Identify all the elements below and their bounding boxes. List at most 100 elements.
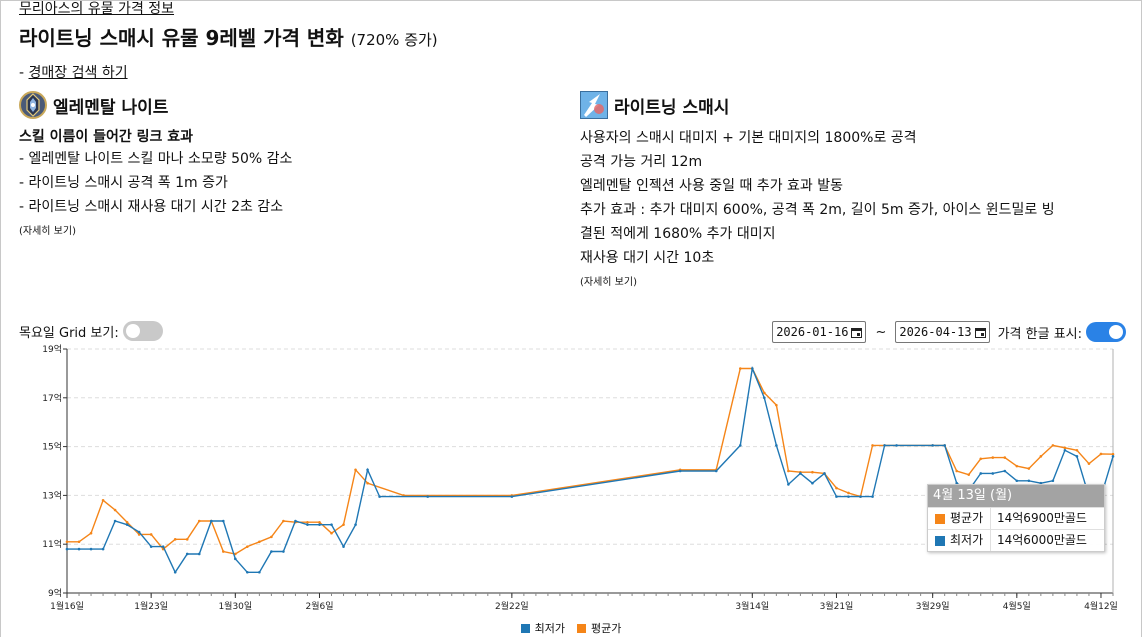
data-point-avg xyxy=(342,523,345,526)
data-point-avg xyxy=(185,538,189,541)
y-tick-label: 11억 xyxy=(42,538,62,550)
data-point-avg xyxy=(991,456,995,459)
data-point-avg xyxy=(366,481,369,485)
data-point-min xyxy=(1063,448,1067,452)
skill-desc-line-1: 사용자의 스매시 대미지 + 기본 대미지의 1800%로 공격 xyxy=(580,130,917,146)
data-point-avg xyxy=(1111,452,1115,456)
link-effect-title: 스킬 이름이 들어간 링크 효과 xyxy=(19,129,194,145)
page-title-text: 라이트닝 스매시 유물 9레벨 가격 변화 xyxy=(19,26,344,50)
data-point-min xyxy=(1015,479,1019,483)
data-point-avg xyxy=(318,520,321,524)
skill-name-heading: 라이트닝 스매시 xyxy=(580,90,1135,120)
grid-toggle-knob xyxy=(125,324,140,338)
data-point-min xyxy=(775,444,778,447)
data-point-avg xyxy=(282,519,285,523)
x-tick-label: 2월22일 xyxy=(495,600,529,612)
x-tick-label: 3월29일 xyxy=(916,600,950,612)
calendar-icon xyxy=(851,327,863,338)
breadcrumb-link[interactable]: 무리아스의 유물 가격 정보 xyxy=(19,1,175,17)
data-point-min xyxy=(883,444,886,447)
data-point-avg xyxy=(221,550,225,553)
data-point-min xyxy=(65,547,69,551)
data-point-min xyxy=(246,570,249,574)
legend-min-label: 최저가 xyxy=(534,622,565,635)
data-point-avg xyxy=(1063,446,1067,450)
data-point-avg xyxy=(77,540,81,544)
data-point-min xyxy=(811,481,814,485)
legend-avg-swatch xyxy=(577,623,586,633)
data-point-min xyxy=(173,570,177,574)
tooltip-avg-name: 평균가 xyxy=(950,511,984,525)
data-point-min xyxy=(1039,481,1043,485)
grid-toggle-label: 목요일 Grid 보기: xyxy=(19,325,119,341)
x-tick-label: 1월16일 xyxy=(50,600,84,612)
data-point-avg xyxy=(787,469,790,473)
data-point-min xyxy=(426,495,429,498)
data-point-min xyxy=(714,469,718,473)
data-point-avg xyxy=(330,531,333,535)
data-point-avg xyxy=(1039,455,1043,458)
set-name-heading: 엘레멘탈 나이트 xyxy=(19,90,559,120)
data-point-avg xyxy=(835,486,838,490)
x-tick-label: 3월14일 xyxy=(735,600,769,612)
chart-legend: 최저가 평균가 xyxy=(0,620,1142,636)
data-point-avg xyxy=(967,473,971,476)
data-point-min xyxy=(77,547,81,551)
x-tick-label: 2월6일 xyxy=(305,600,333,612)
korean-price-toggle[interactable] xyxy=(1086,322,1126,342)
tooltip-date: 4월 13일 (월) xyxy=(928,485,1104,507)
data-point-min xyxy=(282,550,285,553)
right-details-link[interactable]: (자세히 보기) xyxy=(580,277,637,288)
data-point-min xyxy=(378,495,381,498)
data-point-min xyxy=(342,545,345,548)
x-tick-label: 1월23일 xyxy=(134,600,168,612)
y-tick-label: 9억 xyxy=(48,587,62,599)
data-point-min xyxy=(161,545,165,548)
korean-price-label: 가격 한글 표시: xyxy=(997,326,1082,342)
legend-item-avg[interactable]: 평균가 xyxy=(577,620,621,636)
y-tick-label: 15억 xyxy=(42,441,62,453)
legend-item-min[interactable]: 최저가 xyxy=(520,620,565,636)
y-tick-label: 19억 xyxy=(42,343,62,355)
left-details-link[interactable]: (자세히 보기) xyxy=(19,226,76,237)
data-point-min xyxy=(89,547,93,551)
data-point-avg xyxy=(258,540,261,544)
data-point-min xyxy=(258,570,261,574)
hover-tooltip: 4월 13일 (월) 평균가 14억6900만골드 최저가 14억6000만골드 xyxy=(927,484,1105,552)
data-point-avg xyxy=(125,520,129,524)
auction-search-link[interactable]: 경매장 검색 하기 xyxy=(28,65,128,81)
data-point-min xyxy=(294,519,297,523)
data-point-min xyxy=(835,495,838,498)
skill-desc-line-4: 추가 효과 : 추가 대미지 600%, 공격 폭 2m, 길이 5m 증가, … xyxy=(580,202,1055,218)
data-point-avg xyxy=(763,391,766,395)
data-point-avg xyxy=(306,520,309,524)
grid-toggle[interactable] xyxy=(122,321,163,341)
data-point-min xyxy=(330,523,333,526)
data-point-avg xyxy=(955,469,959,473)
data-point-min xyxy=(787,483,790,486)
lightning-smash-skill-icon xyxy=(580,91,608,119)
data-point-min xyxy=(1075,455,1079,458)
data-point-min xyxy=(149,545,153,548)
x-tick-label: 3월21일 xyxy=(820,600,854,612)
data-point-min xyxy=(354,523,357,526)
data-point-avg xyxy=(738,367,742,370)
data-point-avg xyxy=(101,498,105,502)
date-separator: ~ xyxy=(875,324,887,340)
date-from-input[interactable]: 2026-01-16 xyxy=(772,321,867,343)
link-effect-line-3: - 라이트닝 스매시 재사용 대기 시간 2초 감소 xyxy=(19,199,284,215)
data-point-avg xyxy=(847,491,850,495)
data-point-min xyxy=(270,550,273,553)
skill-desc-line-3: 엘레멘탈 인젝션 사용 중일 때 추가 효과 발동 xyxy=(580,178,843,194)
data-point-min xyxy=(895,444,898,447)
date-from-value: 2026-01-16 xyxy=(776,325,849,339)
data-point-min xyxy=(234,557,237,561)
tooltip-row-avg: 평균가 14억6900만골드 xyxy=(928,507,1104,529)
date-to-input[interactable]: 2026-04-13 xyxy=(895,321,990,343)
legend-avg-label: 평균가 xyxy=(591,622,622,635)
x-tick-label: 1월30일 xyxy=(218,600,252,612)
grid-toggle-row: 목요일 Grid 보기: xyxy=(19,321,163,341)
skill-desc-line-2: 공격 가능 거리 12m xyxy=(580,154,703,170)
set-name: 엘레멘탈 나이트 xyxy=(53,97,169,118)
auction-prefix: - xyxy=(19,65,29,81)
